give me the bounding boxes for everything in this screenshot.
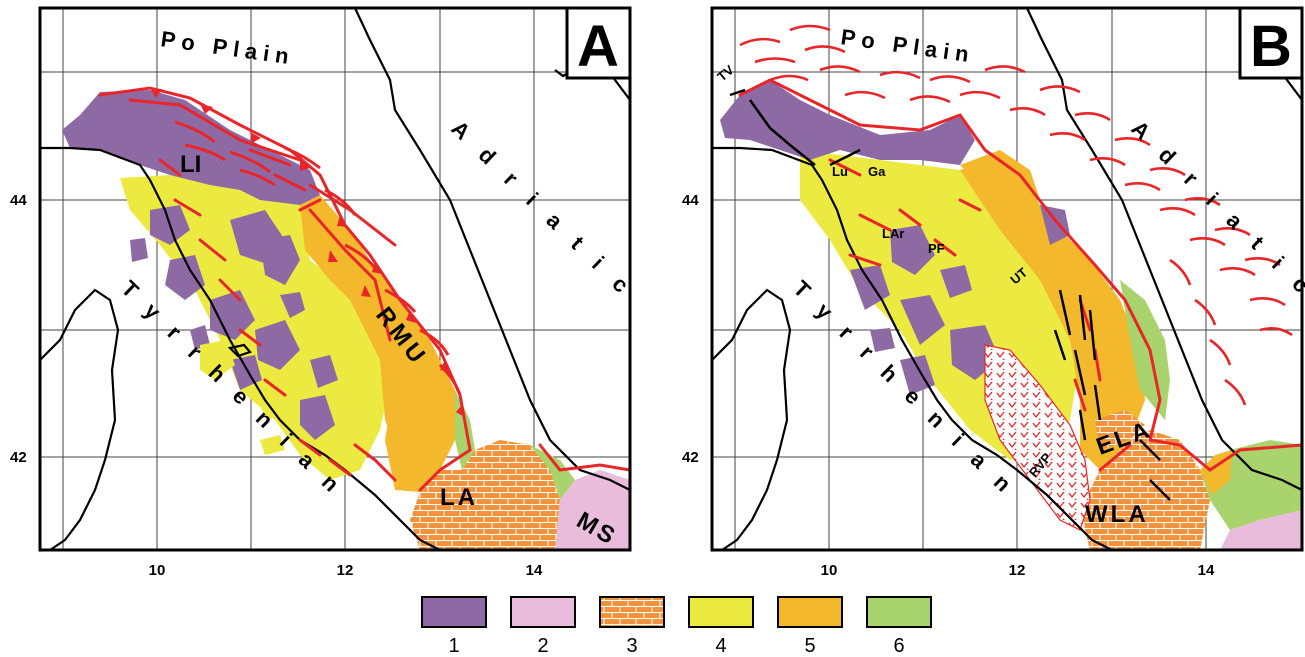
legend-swatch bbox=[777, 596, 843, 628]
panel-a-label-la: LA bbox=[440, 484, 478, 511]
legend-label: 1 bbox=[448, 635, 459, 657]
panel-b-strike-slip bbox=[729, 88, 1171, 501]
legend-label: 3 bbox=[626, 635, 637, 657]
panel-b-y-tick: 42 bbox=[682, 449, 699, 466]
panel-b-x-tick: 10 bbox=[821, 562, 838, 579]
rvp-volcanic-b bbox=[984, 344, 1091, 531]
panel-b-front-arcs bbox=[739, 24, 1293, 406]
panel-b-letter-box bbox=[1238, 6, 1304, 80]
panel-a-frame bbox=[38, 6, 632, 552]
panel-a-y-tick: 44 bbox=[10, 192, 27, 209]
panel-a-coastlines bbox=[40, 8, 630, 550]
legend-swatch bbox=[421, 596, 487, 628]
panel-b-x-tick: 12 bbox=[1009, 562, 1026, 579]
unit6-east-a bbox=[530, 445, 575, 500]
legend-label: 5 bbox=[804, 635, 815, 657]
panel-a-thrust-teeth bbox=[150, 88, 466, 418]
panel-b-thrusts bbox=[738, 78, 1302, 472]
unit3-la-a bbox=[410, 440, 560, 550]
label-ga: Ga bbox=[868, 164, 886, 179]
panel-b-x-tick: 14 bbox=[1198, 562, 1215, 579]
unit2-ms-a bbox=[555, 470, 630, 550]
panel-a-x-tick: 10 bbox=[149, 562, 166, 579]
panel-a-x-tick: 14 bbox=[526, 562, 543, 579]
unit1-patches-a bbox=[130, 205, 338, 440]
panel-a-front-arcs bbox=[174, 120, 462, 396]
unit3-north-b bbox=[1095, 410, 1145, 450]
legend-item-5: 5 bbox=[777, 596, 843, 657]
legend-swatch bbox=[866, 596, 932, 628]
legend-item-3: 3 bbox=[599, 596, 665, 657]
panel-b-geology bbox=[720, 80, 1302, 550]
panel-b-y-tick: 44 bbox=[682, 192, 699, 209]
legend-item-4: 4 bbox=[688, 596, 754, 657]
unit5-top-b bbox=[960, 150, 1040, 205]
panel-a-letter: A bbox=[577, 14, 619, 79]
legend-label: 2 bbox=[537, 635, 548, 657]
label-lu: Lu bbox=[832, 164, 848, 179]
panel-b-axis-labels: 10 12 14 44 42 bbox=[682, 192, 1215, 579]
legend-item-6: 6 bbox=[866, 596, 932, 657]
legend-swatch bbox=[688, 596, 754, 628]
legend-swatch bbox=[510, 596, 576, 628]
panel-a-label-li: LI bbox=[180, 151, 201, 178]
legend-label: 6 bbox=[893, 635, 904, 657]
unit5-inner-a bbox=[350, 300, 430, 460]
panel-a-y-tick: 42 bbox=[10, 449, 27, 466]
panel-a: A Po Plain Adriatic Tyrrhenian LI RMU LA… bbox=[10, 6, 649, 579]
panel-a-letter-box bbox=[565, 6, 632, 80]
panel-b-label-wla: WLA bbox=[1085, 501, 1149, 528]
legend-swatch bbox=[599, 596, 665, 628]
legend-item-1: 1 bbox=[421, 596, 487, 657]
panel-b-frame bbox=[710, 6, 1304, 552]
unit1-ligurian-b bbox=[720, 80, 975, 165]
panel-b-letter: B bbox=[1250, 14, 1292, 79]
label-pf: PF bbox=[928, 241, 945, 256]
legend: 1 2 3 4 5 6 bbox=[421, 596, 932, 657]
legend-item-2: 2 bbox=[510, 596, 576, 657]
label-lar: LAr bbox=[882, 226, 904, 241]
panel-a-faults bbox=[98, 86, 630, 492]
panel-a-x-tick: 12 bbox=[337, 562, 354, 579]
unit2-ms-b bbox=[1220, 510, 1302, 550]
legend-label: 4 bbox=[715, 635, 726, 657]
panel-b: B Po Plain Adriatic Tyrrhenian ELA WLA T… bbox=[682, 6, 1305, 579]
panel-a-axis-labels: 10 12 14 44 42 bbox=[10, 192, 543, 579]
unit5-belt-b bbox=[960, 160, 1145, 470]
